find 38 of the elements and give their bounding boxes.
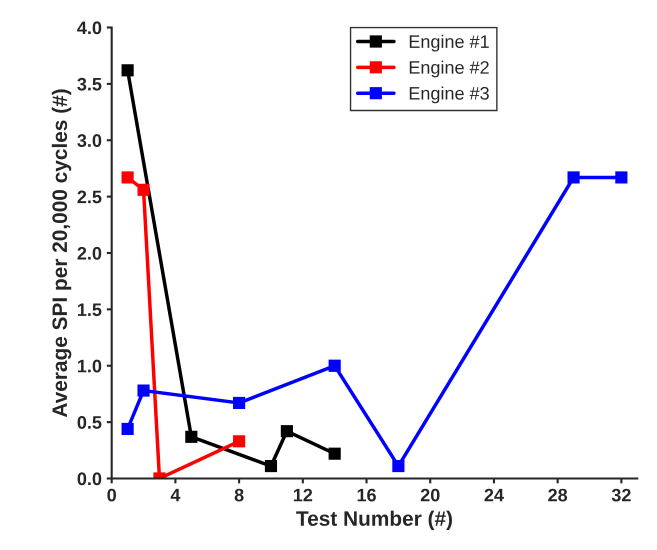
x-tick-label: 20 bbox=[420, 488, 440, 502]
point bbox=[233, 435, 246, 448]
x-axis-title: Test Number (#) bbox=[296, 510, 452, 530]
y-tick-label: 2.0 bbox=[77, 246, 102, 260]
point bbox=[392, 460, 404, 472]
y-tick-label: 2.5 bbox=[77, 190, 102, 204]
point bbox=[328, 448, 341, 460]
point bbox=[264, 460, 278, 472]
x-tick-label: 0 bbox=[107, 488, 116, 502]
y-tick-label: 4.0 bbox=[77, 21, 102, 34]
point bbox=[280, 425, 293, 438]
legend-label: Engine #2 bbox=[410, 60, 489, 78]
point bbox=[615, 171, 628, 184]
legend-label: Engine #1 bbox=[410, 34, 489, 52]
point bbox=[122, 64, 134, 76]
x-tick-label: 24 bbox=[484, 488, 504, 502]
x-tick-label: 28 bbox=[548, 488, 568, 502]
point bbox=[568, 171, 580, 184]
point bbox=[185, 430, 198, 443]
y-tick-label: 1.0 bbox=[78, 360, 102, 372]
point bbox=[122, 171, 134, 184]
y-tick-label: 3.0 bbox=[77, 134, 102, 147]
y-tick-label: 0.5 bbox=[78, 416, 102, 429]
y-axis-title: Average SPI per 20,000 cycles (#) bbox=[52, 89, 72, 418]
point bbox=[137, 184, 150, 196]
x-tick-label: 8 bbox=[234, 488, 244, 502]
point bbox=[328, 360, 341, 372]
point bbox=[137, 384, 150, 397]
x-tick-label: 32 bbox=[612, 488, 631, 502]
x-tick-label: 4 bbox=[170, 488, 180, 502]
point bbox=[122, 422, 134, 435]
point bbox=[233, 396, 246, 410]
y-tick-label: 3.5 bbox=[77, 78, 102, 91]
x-tick-label: 16 bbox=[358, 488, 376, 502]
y-tick-label: 0.0 bbox=[78, 472, 102, 486]
legend-label: Engine #3 bbox=[410, 86, 489, 104]
y-tick-label: 1.5 bbox=[78, 303, 102, 316]
x-tick-label: 12 bbox=[294, 488, 312, 502]
